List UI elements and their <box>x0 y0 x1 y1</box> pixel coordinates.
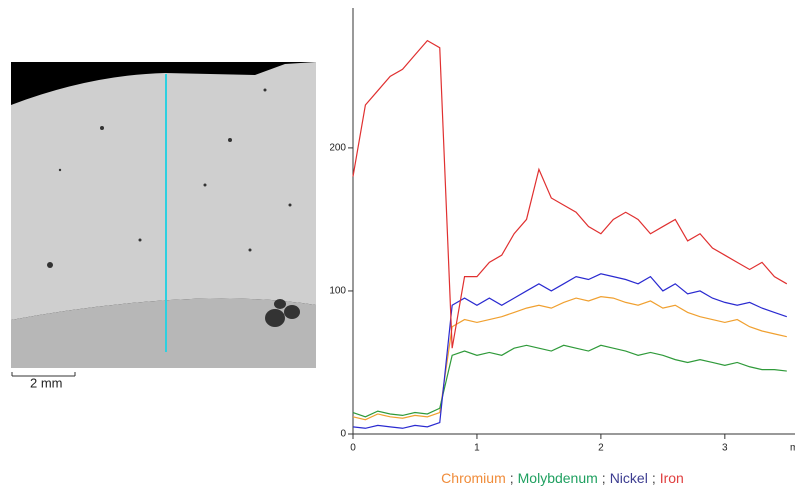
particles <box>47 88 300 327</box>
legend-separator: ; <box>509 470 514 486</box>
lower-layer <box>11 298 316 368</box>
legend-entry: Molybdenum <box>517 470 598 486</box>
series-line <box>352 296 787 421</box>
x-axis-label: m <box>790 443 795 454</box>
legend-entry: Iron <box>659 470 684 486</box>
series-line <box>352 344 787 418</box>
legend-separator: ; <box>601 470 606 486</box>
chart: 0 100 200 0 1 2 3 m <box>330 8 795 454</box>
legend-entry: Chromium <box>441 470 506 486</box>
x-tick-label: 2 <box>598 443 604 454</box>
legend: Chromium; Molybdenum; Nickel; Iron <box>330 470 795 486</box>
series-line <box>352 39 788 349</box>
upper-layer <box>11 62 316 320</box>
x-tick-label: 3 <box>722 443 728 454</box>
x-tick-label: 0 <box>350 443 356 454</box>
scale-label: 2 mm <box>30 375 63 390</box>
micrograph: 2 mm <box>11 62 316 390</box>
y-tick-label: 200 <box>330 143 346 154</box>
x-tick-label: 1 <box>474 443 480 454</box>
y-tick-label: 0 <box>340 429 346 440</box>
y-tick-label: 100 <box>330 286 346 297</box>
series-line <box>352 273 787 429</box>
legend-entry: Nickel <box>609 470 648 486</box>
legend-separator: ; <box>651 470 656 486</box>
